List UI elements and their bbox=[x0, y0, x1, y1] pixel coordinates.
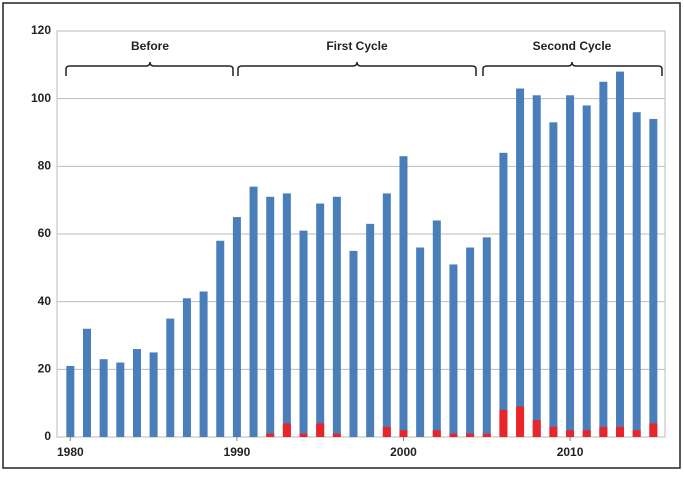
bar bbox=[182, 298, 191, 437]
bar bbox=[616, 71, 625, 437]
annotation: Before bbox=[131, 39, 169, 53]
bar bbox=[266, 433, 275, 437]
x-tick-label: 1990 bbox=[224, 445, 251, 459]
bar bbox=[332, 433, 341, 437]
bar bbox=[99, 359, 108, 437]
bar bbox=[482, 433, 491, 437]
bar bbox=[199, 291, 208, 437]
bar bbox=[499, 152, 508, 438]
bracket bbox=[482, 61, 663, 76]
bar bbox=[216, 240, 225, 437]
x-tick-label: 2010 bbox=[557, 445, 584, 459]
bar bbox=[449, 264, 458, 437]
bar bbox=[316, 203, 325, 437]
bar bbox=[632, 112, 641, 437]
bar bbox=[466, 433, 475, 437]
bar bbox=[499, 409, 508, 437]
bar bbox=[132, 349, 141, 437]
bar bbox=[332, 196, 341, 437]
bar bbox=[249, 186, 258, 437]
bar bbox=[566, 430, 575, 437]
bar bbox=[432, 430, 441, 437]
bar bbox=[316, 423, 325, 437]
bar bbox=[82, 328, 91, 437]
bar bbox=[632, 430, 641, 437]
y-tick-label: 40 bbox=[38, 294, 52, 308]
bar bbox=[382, 193, 391, 437]
y-tick-label: 60 bbox=[38, 226, 52, 240]
bar bbox=[149, 352, 158, 437]
bar bbox=[399, 156, 408, 437]
x-tick-label: 2000 bbox=[390, 445, 417, 459]
bar bbox=[282, 423, 291, 437]
bar bbox=[449, 433, 458, 437]
bracket bbox=[65, 61, 234, 76]
bar bbox=[616, 426, 625, 437]
bracket bbox=[237, 61, 477, 76]
y-tick-label: 80 bbox=[38, 159, 52, 173]
bar bbox=[382, 426, 391, 437]
bar bbox=[649, 118, 658, 437]
bar bbox=[599, 81, 608, 437]
bar bbox=[232, 217, 241, 437]
y-tick-label: 0 bbox=[44, 429, 51, 443]
annotation: First Cycle bbox=[326, 39, 388, 53]
bar bbox=[532, 95, 541, 438]
y-tick-label: 20 bbox=[38, 362, 52, 376]
x-tick-label: 1980 bbox=[57, 445, 84, 459]
bar bbox=[599, 426, 608, 437]
bar bbox=[432, 220, 441, 437]
bar bbox=[582, 105, 591, 437]
bar bbox=[349, 250, 358, 437]
bar bbox=[166, 318, 175, 437]
y-tick-label: 120 bbox=[31, 23, 51, 37]
bar bbox=[466, 247, 475, 437]
y-tick-label: 100 bbox=[31, 91, 51, 105]
bar bbox=[582, 430, 591, 437]
annotation: Second Cycle bbox=[533, 39, 612, 53]
bar bbox=[399, 430, 408, 437]
bar bbox=[66, 365, 75, 437]
bar bbox=[516, 88, 525, 438]
bar bbox=[532, 420, 541, 437]
bar bbox=[649, 423, 658, 437]
bar bbox=[516, 406, 525, 437]
bar bbox=[482, 237, 491, 437]
bar bbox=[299, 230, 308, 437]
bar bbox=[299, 433, 308, 437]
bar bbox=[566, 95, 575, 438]
bar bbox=[549, 426, 558, 437]
bar bbox=[282, 193, 291, 437]
bar bbox=[366, 223, 375, 437]
bar bbox=[266, 196, 275, 437]
bar bbox=[416, 247, 425, 437]
bar bbox=[116, 362, 125, 437]
bar bbox=[549, 122, 558, 437]
